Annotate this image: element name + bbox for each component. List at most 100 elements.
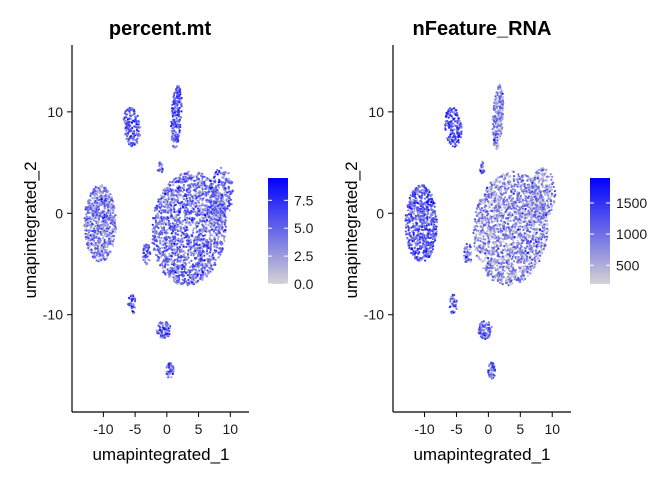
data-point (185, 204, 188, 207)
data-point (198, 185, 201, 189)
data-point (490, 193, 493, 196)
data-point (90, 216, 93, 219)
data-point (94, 252, 97, 256)
data-point (201, 244, 204, 247)
scatter-points (404, 83, 557, 380)
data-point (97, 221, 100, 224)
data-point (170, 192, 173, 195)
data-point (508, 268, 511, 271)
data-point (182, 175, 185, 178)
data-point (220, 223, 223, 226)
data-point (92, 237, 95, 240)
data-point (519, 225, 522, 228)
data-point (170, 364, 173, 367)
data-point (193, 265, 196, 268)
data-point (106, 197, 109, 200)
data-point (184, 210, 187, 213)
data-point (222, 199, 225, 202)
data-point (524, 224, 527, 227)
data-point (96, 226, 99, 229)
data-point (223, 191, 226, 194)
data-point (103, 199, 106, 202)
data-point (216, 197, 219, 200)
data-point (503, 183, 506, 186)
data-point (477, 218, 480, 221)
data-point (164, 198, 168, 201)
data-point (168, 255, 171, 258)
data-point (506, 188, 509, 191)
data-point (538, 211, 541, 215)
data-point (206, 187, 209, 190)
data-point (537, 218, 540, 221)
data-point (208, 198, 211, 201)
data-point (199, 184, 202, 187)
data-point (144, 261, 147, 264)
data-point (167, 363, 171, 366)
data-point (161, 167, 164, 171)
data-point (137, 121, 140, 124)
data-point (206, 243, 210, 246)
data-point (507, 205, 510, 208)
data-point (487, 206, 490, 209)
data-point (86, 223, 89, 226)
data-point (500, 258, 503, 261)
data-point (522, 267, 525, 271)
data-point (489, 181, 492, 184)
data-point (94, 220, 98, 223)
data-point (161, 326, 164, 329)
data-point (194, 249, 197, 252)
data-point (173, 235, 176, 238)
data-point (180, 237, 184, 240)
data-point (498, 205, 501, 208)
data-point (534, 260, 537, 263)
data-point (188, 261, 191, 264)
data-point (91, 235, 94, 238)
data-point (95, 259, 98, 262)
data-point (107, 209, 110, 212)
data-point (183, 194, 186, 198)
data-point (523, 262, 526, 265)
data-point (214, 221, 217, 224)
data-point (226, 180, 229, 183)
data-point (176, 233, 180, 236)
data-point (158, 210, 161, 213)
data-point (178, 88, 182, 91)
data-point (185, 206, 188, 209)
data-point (489, 190, 492, 193)
data-point (499, 175, 502, 178)
data-point (167, 375, 170, 378)
data-point (164, 255, 167, 258)
data-point (153, 232, 156, 235)
data-point (170, 189, 173, 192)
data-point (188, 187, 191, 190)
data-point (201, 270, 205, 273)
data-point (513, 188, 516, 191)
data-point (478, 199, 481, 202)
data-point (85, 227, 88, 230)
data-point (192, 218, 195, 221)
data-point (511, 270, 514, 273)
data-point (192, 251, 195, 254)
data-point (170, 198, 174, 201)
data-point (483, 206, 486, 209)
data-point (501, 268, 505, 272)
data-point (176, 265, 179, 268)
data-point (184, 264, 187, 267)
data-point (219, 242, 222, 245)
data-point (502, 206, 505, 209)
data-point (154, 237, 157, 240)
data-point (516, 246, 519, 249)
data-point (94, 185, 97, 188)
data-point (99, 214, 102, 217)
data-point (529, 240, 532, 243)
data-point (221, 242, 224, 245)
data-point (164, 333, 167, 336)
data-point (496, 220, 499, 223)
data-point (207, 190, 210, 193)
data-point (129, 117, 132, 120)
data-point (87, 222, 90, 226)
data-point (178, 177, 181, 180)
data-point (196, 225, 199, 228)
data-point (217, 224, 220, 227)
data-point (207, 258, 210, 261)
